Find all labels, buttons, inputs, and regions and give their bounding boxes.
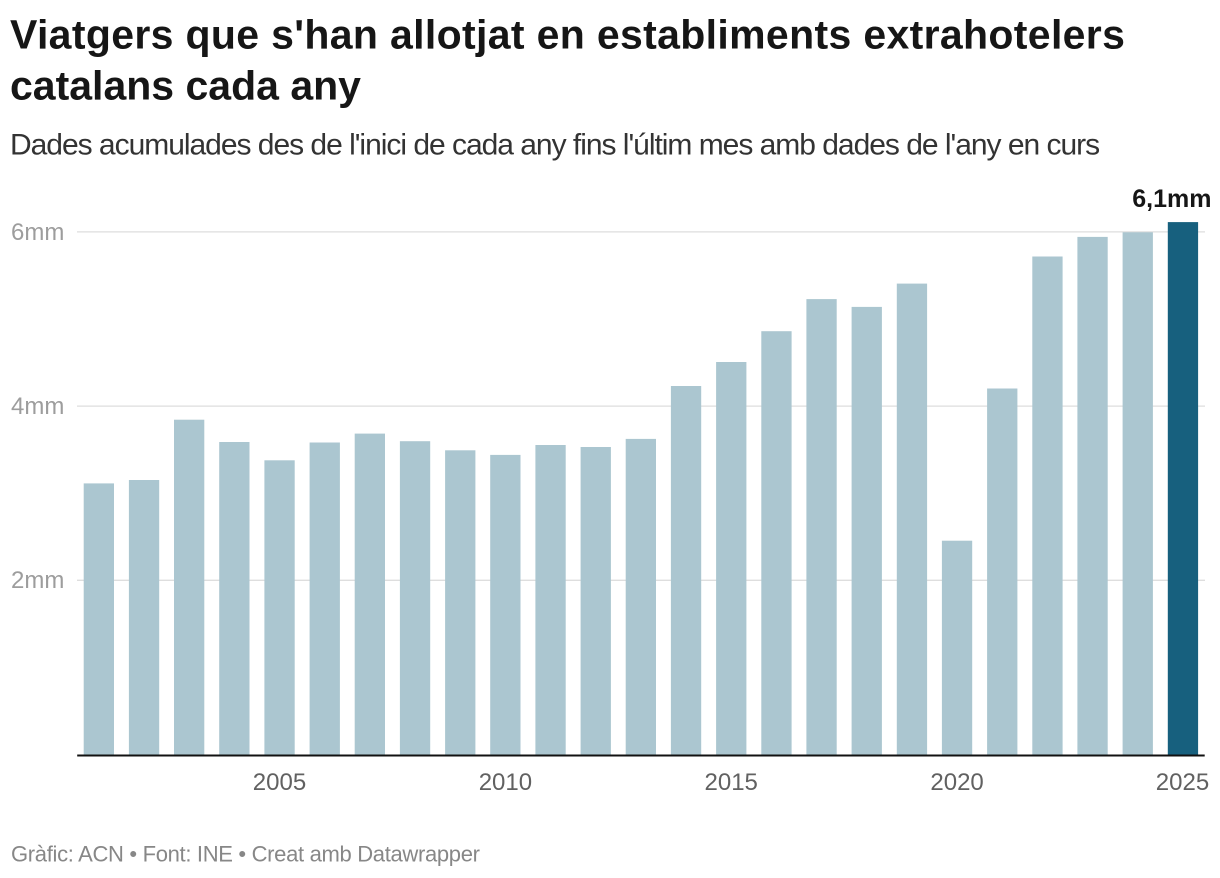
svg-text:2005: 2005 (253, 769, 306, 796)
svg-text:Dades acumulades des de l'inic: Dades acumulades des de l'inici de cada … (10, 129, 1099, 162)
svg-text:2020: 2020 (930, 769, 983, 796)
svg-text:2025: 2025 (1156, 769, 1209, 796)
svg-text:2015: 2015 (705, 769, 758, 796)
svg-text:6mm: 6mm (11, 219, 64, 246)
svg-text:Gràfic: ACN • Font: INE • Crea: Gràfic: ACN • Font: INE • Creat amb Data… (11, 841, 480, 866)
svg-text:2010: 2010 (479, 769, 532, 796)
svg-text:Viatgers que s'han allotjat en: Viatgers que s'han allotjat en establime… (10, 12, 1125, 58)
svg-text:6,1mm: 6,1mm (1132, 185, 1211, 213)
svg-text:catalans cada any: catalans cada any (10, 62, 361, 108)
svg-text:4mm: 4mm (11, 393, 64, 420)
svg-text:2mm: 2mm (11, 567, 64, 594)
